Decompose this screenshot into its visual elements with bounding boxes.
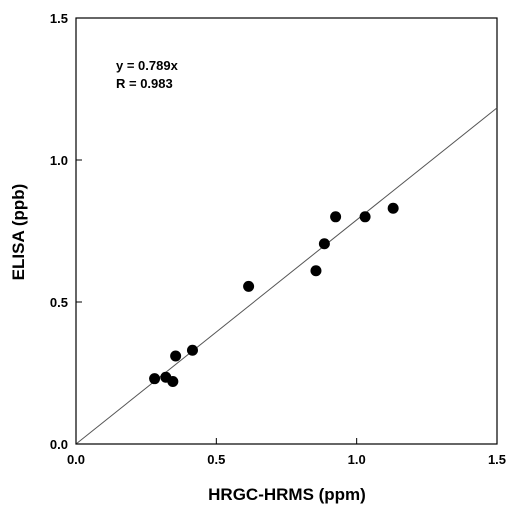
plot-area: 0.0 0.5 1.0 1.5 0.0 0.5 1.0 1.5 y = 0.789x R =… (50, 11, 506, 467)
data-point (359, 211, 371, 223)
data-point (243, 280, 255, 292)
data-point (387, 202, 399, 214)
data-point (167, 376, 179, 388)
x-tick-label: 1.5 (488, 452, 506, 467)
data-point (170, 350, 182, 362)
data-point (149, 373, 161, 385)
data-point (330, 211, 342, 223)
y-tick-label: 1.5 (50, 11, 68, 26)
y-axis-label: ELISA (ppb) (9, 184, 28, 281)
y-tick-label: 1.0 (50, 153, 68, 168)
regression-line (75, 107, 498, 445)
data-point (310, 265, 322, 277)
data-point (318, 238, 330, 250)
x-tick-label: 0.0 (67, 452, 85, 467)
x-tick-label: 0.5 (207, 452, 225, 467)
equation-annotation: y = 0.789x (116, 58, 179, 73)
r-value-annotation: R = 0.983 (116, 76, 173, 91)
x-axis-ticks: 0.0 0.5 1.0 1.5 (67, 438, 506, 467)
y-tick-label: 0.5 (50, 295, 68, 310)
data-points (149, 202, 399, 388)
data-point (186, 344, 198, 356)
y-axis-ticks: 0.0 0.5 1.0 1.5 (50, 11, 82, 452)
plot-frame (75, 17, 498, 445)
y-tick-label: 0.0 (50, 437, 68, 452)
x-tick-label: 1.0 (348, 452, 366, 467)
x-axis-label: HRGC-HRMS (ppm) (208, 485, 366, 504)
